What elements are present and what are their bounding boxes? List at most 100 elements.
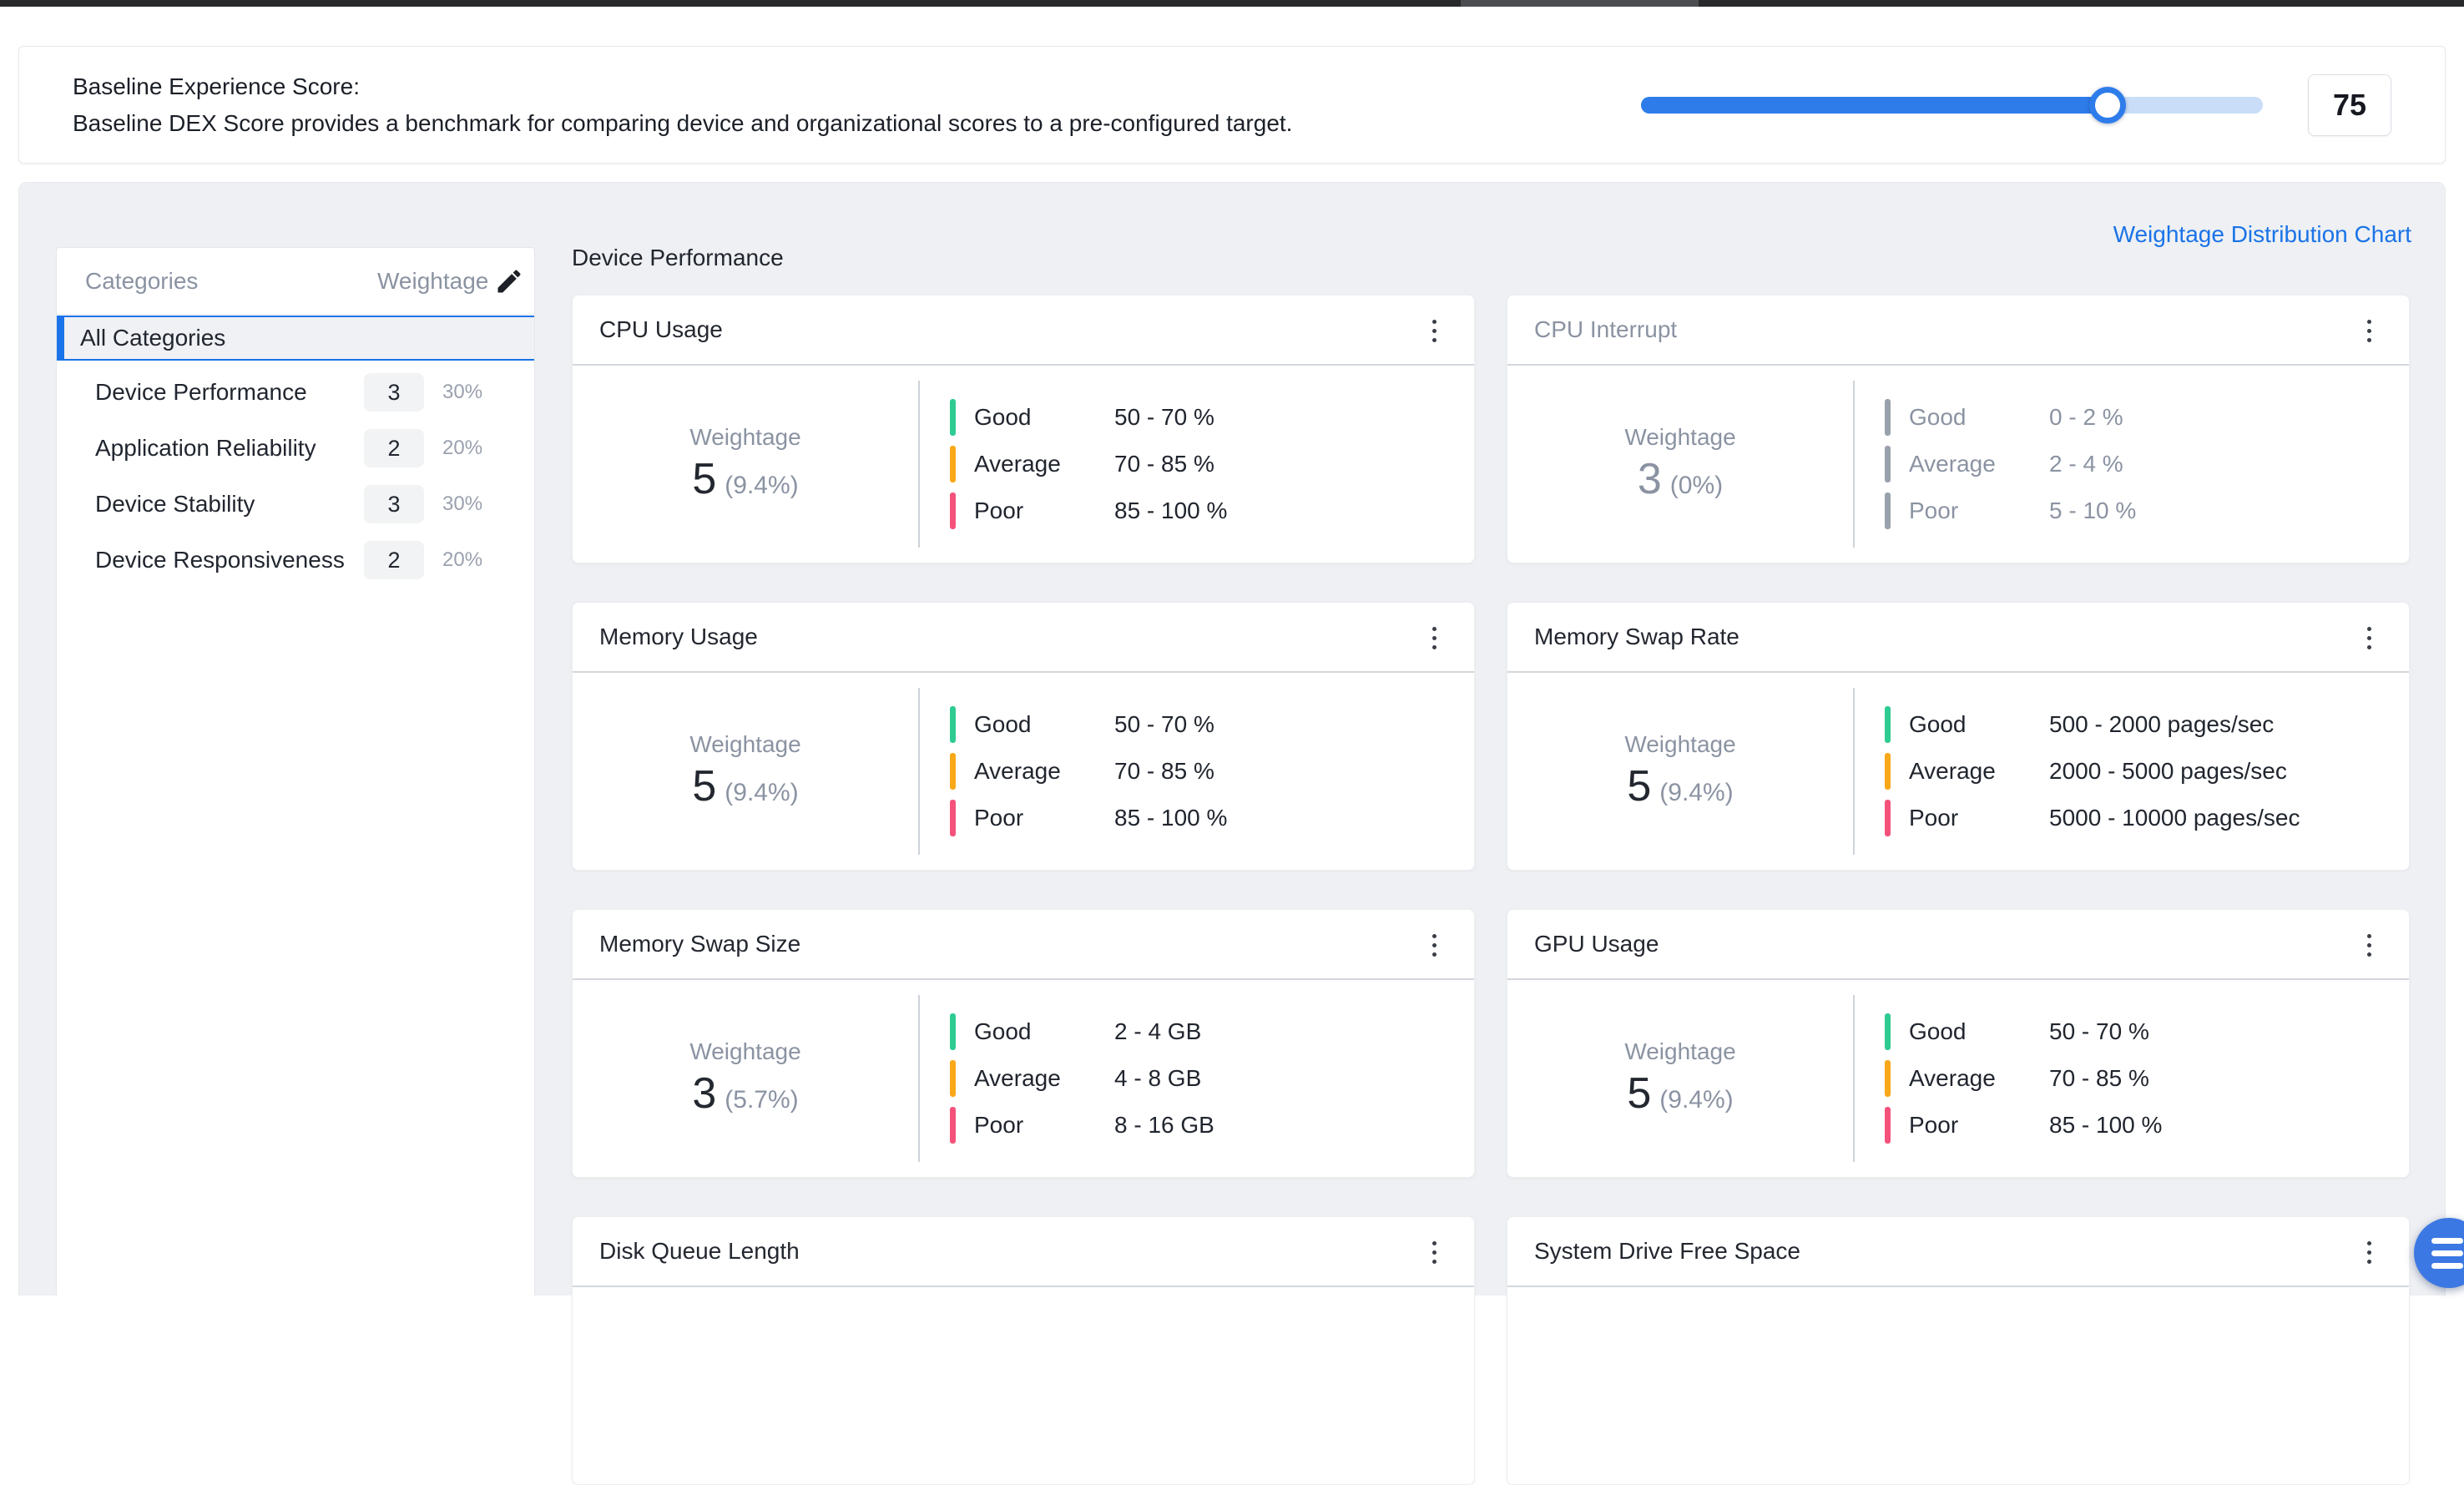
weightage-value-box[interactable]: 2 [364,429,424,467]
poor-color-bar [950,800,956,836]
card-title: Disk Queue Length [599,1238,800,1265]
metric-card-system-drive-free-space: System Drive Free Space [1507,1216,2410,1485]
card-menu-icon[interactable] [1417,1232,1451,1272]
metric-card-disk-queue-length: Disk Queue Length [572,1216,1475,1485]
weightage-percent: (9.4%) [1659,779,1733,807]
good-color-bar [1885,1013,1891,1050]
weightage-percent: (0%) [1670,472,1723,500]
weightage-value-box[interactable]: 3 [364,373,424,412]
baseline-score-text: Baseline Experience Score: Baseline DEX … [73,68,1292,142]
selected-indicator [57,316,64,361]
weightage-label: Weightage [1624,1038,1735,1065]
sidebar-item-device-performance[interactable]: Device Performance 3 30% [57,370,534,415]
sidebar-item-application-reliability[interactable]: Application Reliability 2 20% [57,426,534,471]
poor-color-bar [1885,492,1891,529]
poor-color-bar [950,492,956,529]
poor-color-bar [1885,800,1891,836]
weightage-percent: 20% [442,437,482,460]
weightage-value-box[interactable]: 3 [364,485,424,523]
good-color-bar [950,399,956,436]
weightage-number: 5 [692,761,716,811]
card-menu-icon[interactable] [1417,311,1451,351]
weightage-percent: 30% [442,381,482,404]
weightage-number: 5 [1627,761,1651,811]
metrics-content: Device Performance CPU Usage Weightage 5… [572,245,2408,1296]
section-title: Device Performance [572,245,2408,273]
sidebar-item-all-categories[interactable]: All Categories [57,316,534,361]
card-menu-icon[interactable] [2352,1232,2386,1272]
slider-handle[interactable] [2089,87,2126,124]
card-menu-icon[interactable] [2352,925,2386,965]
weightage-percent: (9.4%) [725,779,798,807]
card-title: Memory Usage [599,624,758,650]
weightage-column-header: Weightage [377,268,488,295]
baseline-score-value[interactable]: 75 [2308,74,2391,136]
weightage-label: Weightage [1624,731,1735,758]
browser-tab-segment [1461,0,1699,7]
weightage-label: Weightage [689,731,800,758]
metric-card-memory-swap-rate: Memory Swap Rate Weightage 5 (9.4%) Good… [1507,602,2410,871]
sidebar-item-device-responsiveness[interactable]: Device Responsiveness 2 20% [57,538,534,583]
average-color-bar [950,446,956,482]
average-color-bar [950,1060,956,1097]
weightage-number: 3 [1638,454,1662,504]
card-title: CPU Interrupt [1534,316,1677,343]
card-title: CPU Usage [599,316,723,343]
weightage-value-box[interactable]: 2 [364,541,424,579]
card-title: System Drive Free Space [1534,1238,1800,1265]
average-color-bar [1885,1060,1891,1097]
baseline-score-slider[interactable] [1641,87,2263,124]
weightage-label: Weightage [1624,424,1735,451]
weightage-percent: (9.4%) [725,472,798,500]
weightage-panel: Weightage Distribution Chart Categories … [18,182,2446,1296]
hamburger-icon [2431,1238,2463,1244]
average-color-bar [950,753,956,790]
edit-weightage-icon[interactable] [494,266,524,296]
card-menu-icon[interactable] [2352,618,2386,658]
weightage-percent: (5.7%) [725,1086,798,1114]
weightage-number: 5 [1627,1068,1651,1119]
weightage-label: Weightage [689,424,800,451]
weightage-percent: (9.4%) [1659,1086,1733,1114]
baseline-score-card: Baseline Experience Score: Baseline DEX … [18,46,2446,164]
browser-chrome-bar [0,0,2464,7]
card-menu-icon[interactable] [1417,618,1451,658]
card-title: Memory Swap Size [599,931,800,957]
slider-fill [1641,97,2108,114]
weightage-percent: 30% [442,492,482,516]
card-menu-icon[interactable] [2352,311,2386,351]
good-color-bar [950,706,956,743]
card-menu-icon[interactable] [1417,925,1451,965]
good-color-bar [950,1013,956,1050]
card-title: Memory Swap Rate [1534,624,1739,650]
sidebar-item-device-stability[interactable]: Device Stability 3 30% [57,482,534,527]
average-color-bar [1885,753,1891,790]
baseline-score-description: Baseline DEX Score provides a benchmark … [73,105,1292,142]
categories-sidebar: Categories Weightage All Categories Devi… [56,247,535,1296]
weightage-number: 3 [692,1068,716,1119]
card-title: GPU Usage [1534,931,1659,957]
metric-card-memory-swap-size: Memory Swap Size Weightage 3 (5.7%) Good… [572,909,1475,1178]
baseline-score-title: Baseline Experience Score: [73,68,1292,105]
